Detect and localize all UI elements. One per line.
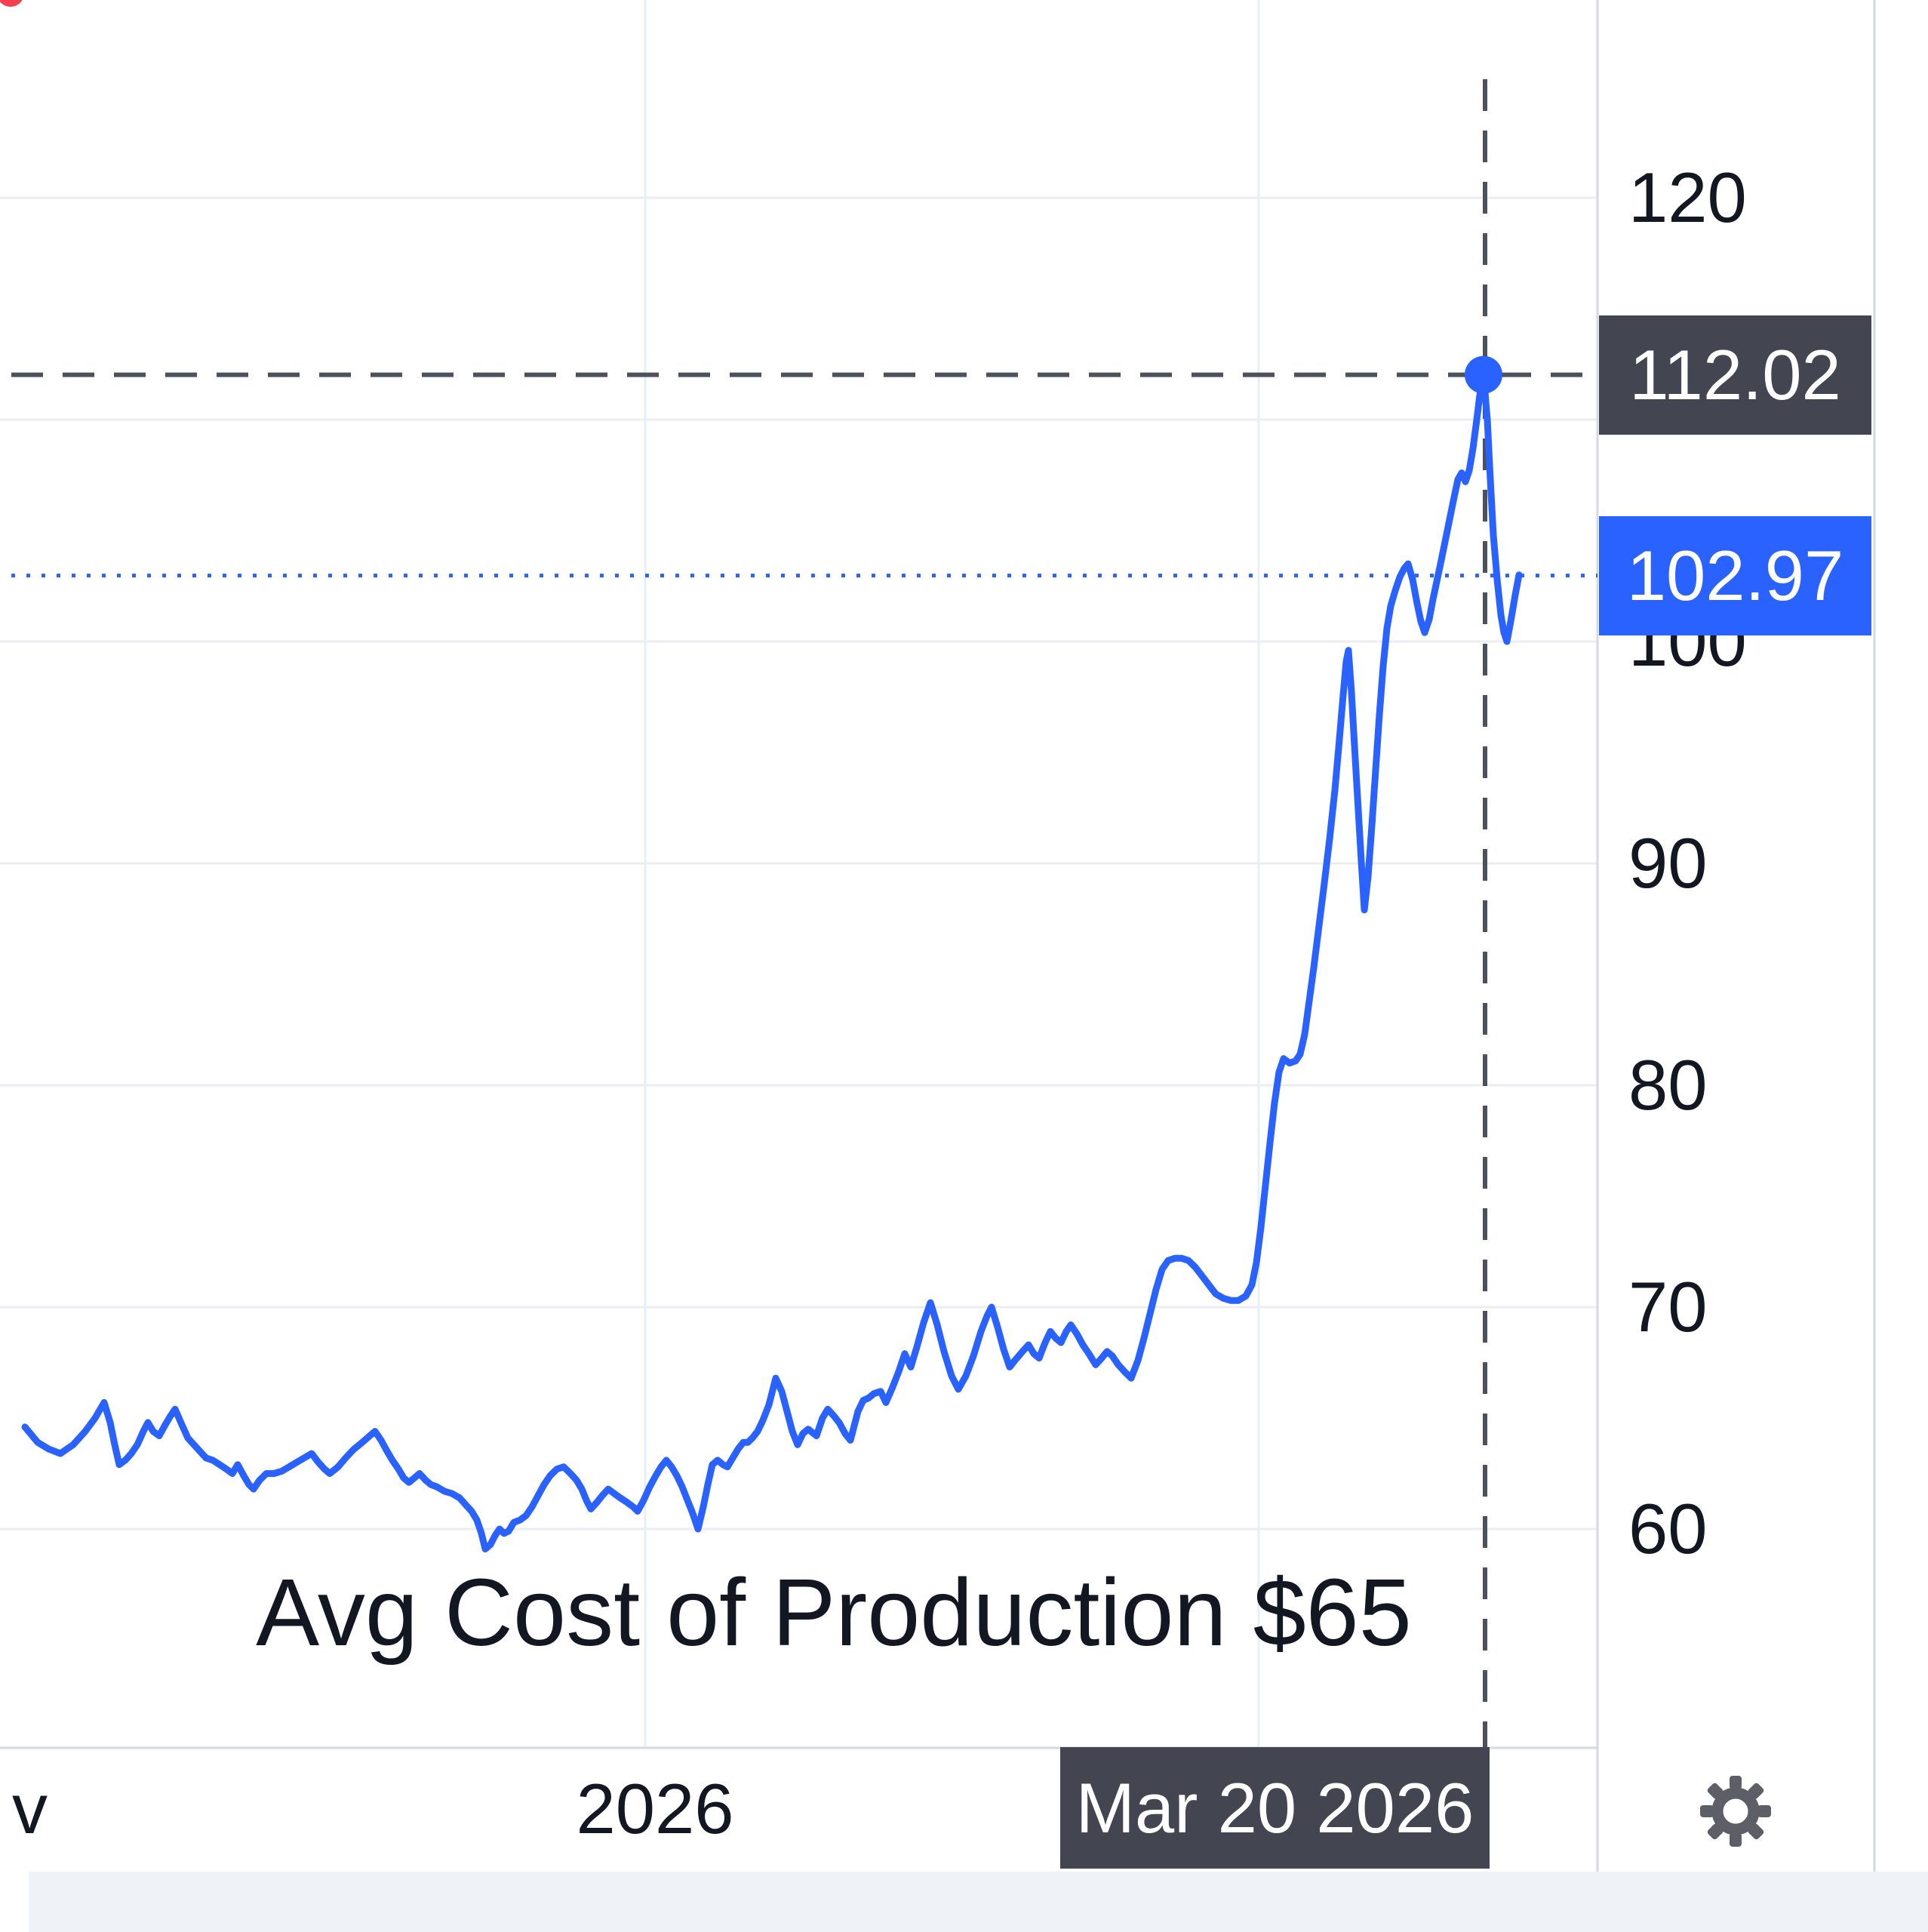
chart-annotation-text: Avg Cost of Production $65	[256, 1559, 1412, 1666]
time-axis-label-partial: v	[12, 1769, 48, 1848]
crosshair	[11, 79, 1597, 1748]
settings-gear-icon[interactable]	[1696, 1772, 1775, 1850]
price-line-series	[21, 371, 1523, 1552]
last-price-badge: 102.97	[1599, 515, 1871, 635]
bottom-scrollbar-track[interactable]	[29, 1872, 1928, 1932]
crosshair-price-badge: 112.02	[1599, 315, 1871, 435]
gridlines	[0, 0, 1597, 1748]
time-axis-label-2026: 2026	[576, 1769, 734, 1848]
price-axis-label-120: 120	[1628, 158, 1747, 237]
crosshair-date-badge: Mar 20 2026	[1060, 1747, 1490, 1869]
crosshair-point-marker	[1465, 355, 1502, 394]
price-axis-label-60: 60	[1628, 1489, 1708, 1568]
price-axis-label-70: 70	[1628, 1267, 1708, 1346]
red-dot-icon	[0, 0, 24, 7]
price-axis-label-80: 80	[1628, 1045, 1708, 1124]
price-axis-label-90: 90	[1628, 823, 1708, 903]
